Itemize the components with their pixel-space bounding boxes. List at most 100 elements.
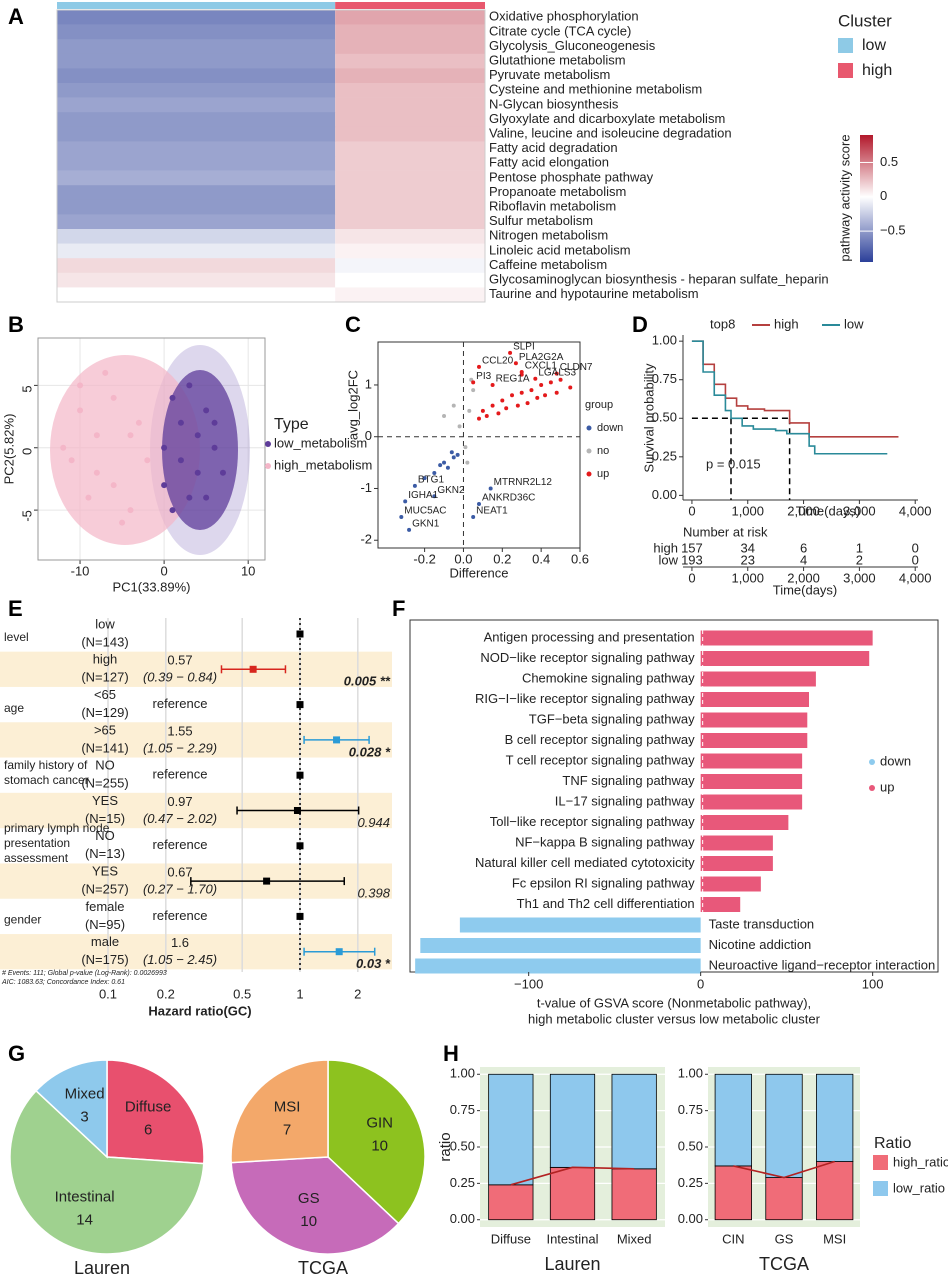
point: [93, 469, 100, 476]
bar: [459, 917, 701, 933]
heat-cell: [335, 83, 485, 98]
level-label: low: [95, 616, 115, 631]
row-label: Pentose phosphate pathway: [489, 169, 654, 184]
x-tick-label: 0.6: [571, 551, 589, 566]
variable-label: stomach cancer: [4, 773, 89, 787]
slice-value: 14: [76, 1212, 93, 1229]
legend-label: high: [774, 316, 799, 331]
row-label: Riboflavin metabolism: [489, 199, 616, 214]
point: [442, 460, 447, 465]
variable-label: assessment: [4, 851, 69, 865]
y-tick-label: 0.00: [652, 487, 677, 502]
category-label: B cell receptor signaling pathway: [505, 732, 696, 747]
gene-point: [471, 380, 476, 385]
gene-label: NEAT1: [476, 506, 508, 517]
heat-cell: [57, 112, 336, 128]
x-tick-label: MSI: [823, 1231, 846, 1246]
row-label: Cysteine and methionine metabolism: [489, 82, 702, 97]
colorbar: [860, 135, 873, 262]
legend-swatch: [838, 63, 853, 78]
gene-point: [508, 350, 513, 355]
risk-count: 157: [681, 540, 703, 555]
x-tick-label: Diffuse: [491, 1231, 531, 1246]
point: [500, 398, 505, 403]
heat-cell: [57, 68, 336, 84]
legend-dot: [586, 471, 592, 477]
gene-point: [399, 514, 404, 519]
risk-count: 6: [800, 540, 807, 555]
x-tick-label: -0.2: [413, 551, 435, 566]
legend-title: Ratio: [874, 1135, 911, 1152]
point: [529, 388, 534, 393]
category-label: Th1 and Th2 cell differentiation: [517, 896, 695, 911]
gene-point: [488, 486, 493, 491]
y-tick-label: 0: [19, 448, 34, 455]
bar-segment: [714, 1165, 752, 1221]
legend-title: group: [585, 399, 613, 411]
estimate-label: reference: [153, 908, 208, 923]
legend-label: up: [880, 779, 894, 794]
gene-label: CCL20: [482, 355, 514, 366]
legend-label: high: [862, 62, 892, 79]
legend-label: low: [844, 316, 864, 331]
point: [194, 469, 201, 476]
point: [465, 460, 470, 465]
slice-value: 7: [283, 1121, 291, 1138]
y-tick-label: 0.00: [450, 1211, 475, 1226]
bar-segment: [488, 1184, 534, 1221]
point: [496, 411, 501, 416]
point: [219, 469, 226, 476]
x-tick-label: 0: [688, 503, 695, 518]
point: [471, 388, 476, 393]
legend-label: low_ratio: [893, 1180, 945, 1195]
hr-label: 0.97: [167, 794, 192, 809]
n-label: (N=141): [81, 740, 128, 755]
category-label: Neuroactive ligand−receptor interaction: [709, 957, 936, 972]
slice-value: 3: [80, 1108, 88, 1125]
point: [177, 419, 184, 426]
legend-title: Cluster: [838, 11, 892, 30]
risk-tick-label: 0: [688, 570, 695, 585]
bar: [700, 651, 870, 666]
n-label: (N=129): [81, 705, 128, 720]
pie-title: TCGA: [298, 1258, 348, 1276]
risk-row-label: high: [653, 540, 678, 555]
colorbar-tick-label: 0.5: [880, 154, 898, 169]
point: [484, 414, 489, 419]
y-axis-label: avg_log2FC: [345, 370, 360, 440]
risk-tick-label: 1,000: [731, 570, 764, 585]
bar: [700, 712, 808, 728]
bar-segment: [714, 1073, 752, 1167]
chart-title: Lauren: [544, 1254, 600, 1274]
heat-cell: [57, 24, 336, 40]
risk-tick-label: 3,000: [843, 570, 876, 585]
pie-slice: [230, 1059, 329, 1164]
y-tick-label: -1: [360, 480, 372, 495]
category-label: NF−kappa B signaling pathway: [515, 834, 695, 849]
hr-marker: [296, 912, 304, 920]
p-label: 0.398: [357, 886, 390, 901]
heat-cell: [335, 24, 485, 40]
y-tick-label: 0.25: [652, 448, 677, 463]
legend-label: high_ratio: [893, 1154, 948, 1169]
hr-label: 1.55: [167, 723, 192, 738]
gene-label: ANKRD36C: [482, 493, 535, 504]
variable-label: age: [4, 701, 24, 715]
x-tick-label: Mixed: [617, 1231, 652, 1246]
point: [548, 380, 553, 385]
y-tick-label: 1.00: [678, 1066, 703, 1081]
heat-cell: [335, 39, 485, 55]
gene-point: [513, 361, 518, 366]
bar: [420, 938, 701, 953]
heat-cell: [335, 53, 485, 69]
panel-letter: G: [8, 1041, 25, 1066]
panel-letter: D: [632, 312, 648, 337]
x-tick-label: 10: [241, 563, 255, 578]
row-label: Linoleic acid metabolism: [489, 242, 631, 257]
legend-swatch: [838, 38, 853, 53]
x-tick-label: 0.2: [493, 551, 511, 566]
y-tick-label: 0.75: [678, 1102, 703, 1117]
x-tick-label: 0.5: [233, 986, 251, 1001]
y-tick-label: 0.00: [678, 1211, 703, 1226]
gene-point: [403, 499, 408, 504]
